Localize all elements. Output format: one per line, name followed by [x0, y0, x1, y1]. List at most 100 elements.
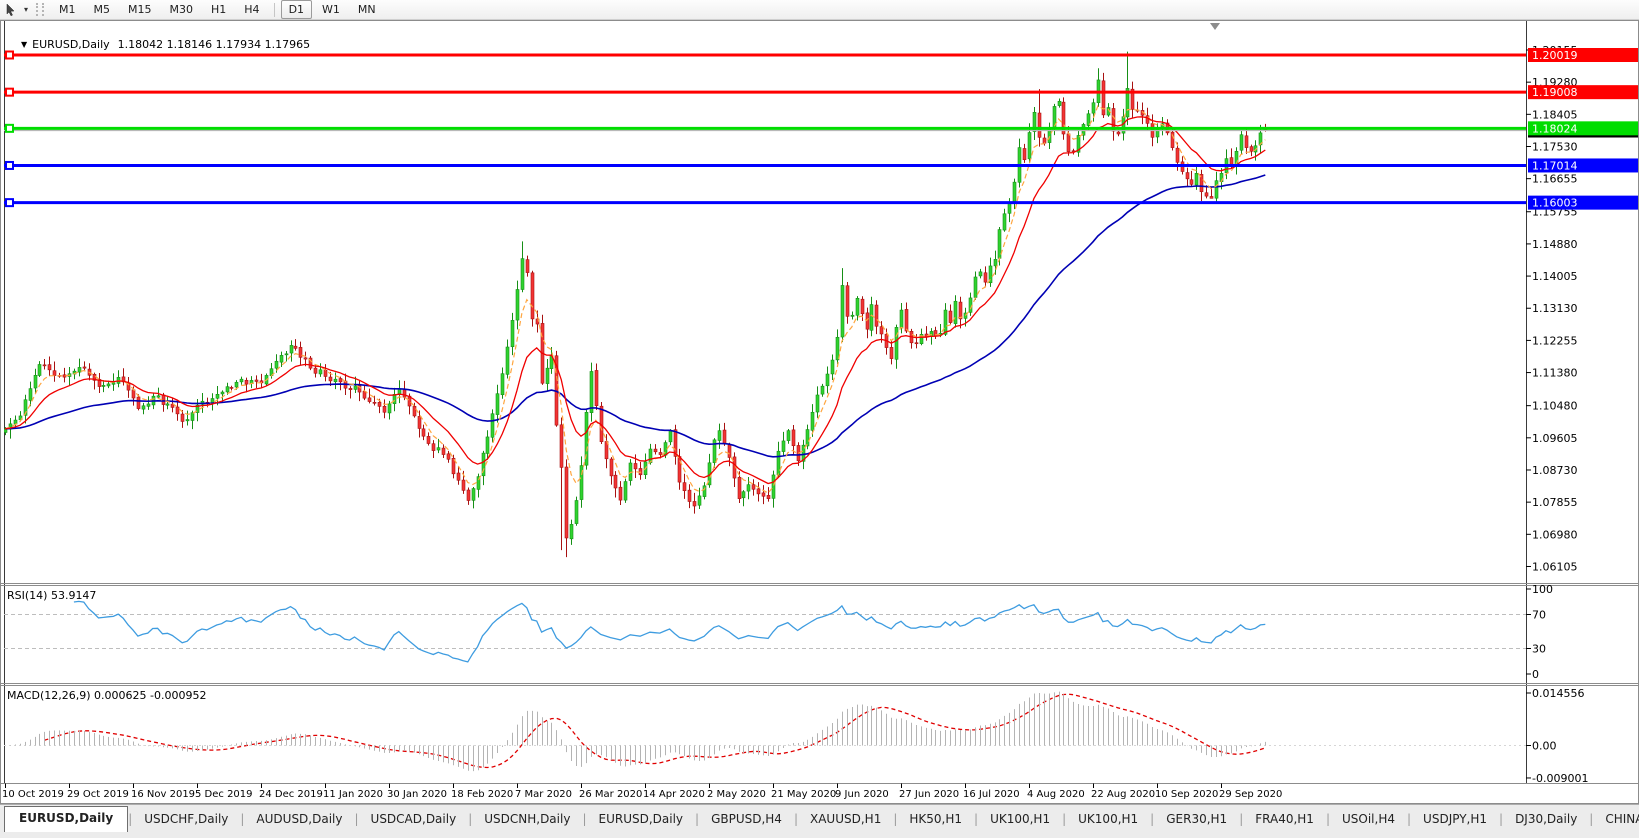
svg-text:1.20019: 1.20019 [1532, 49, 1578, 62]
svg-text:16 Jul 2020: 16 Jul 2020 [963, 789, 1020, 800]
level-handle-1.19008 [5, 87, 14, 97]
svg-text:1.17014: 1.17014 [1532, 159, 1578, 172]
tab-hk50-h1[interactable]: HK50,H1 [909, 812, 963, 826]
timeframe-button-m15[interactable]: M15 [128, 3, 152, 16]
ma-mid-line [4, 116, 1266, 485]
horizontal-level-lines[interactable] [4, 50, 1526, 208]
tab-separator: | [582, 812, 587, 826]
svg-text:1.07855: 1.07855 [1532, 496, 1578, 509]
level-handle-1.20019 [5, 50, 14, 60]
timeframe-button-d1[interactable]: D1 [280, 0, 313, 19]
svg-text:1.17530: 1.17530 [1532, 140, 1578, 153]
tab-china300-h1[interactable]: CHINA300,H1 [1605, 812, 1639, 826]
tab-ger30-h1[interactable]: GER30,H1 [1166, 812, 1228, 826]
level-handle-1.16003 [5, 198, 14, 208]
svg-text:5 Dec 2019: 5 Dec 2019 [195, 789, 253, 800]
svg-text:18 Feb 2020: 18 Feb 2020 [451, 789, 513, 800]
svg-text:0.014556: 0.014556 [1532, 687, 1585, 700]
chart-canvas[interactable]: 1.201551.192801.184051.175301.166551.157… [0, 20, 1639, 804]
tab-separator: | [240, 812, 245, 826]
svg-text:29 Sep 2020: 29 Sep 2020 [1219, 789, 1282, 800]
svg-text:70: 70 [1532, 609, 1546, 622]
chart-shift-marker-icon [1210, 23, 1220, 30]
svg-text:14 Apr 2020: 14 Apr 2020 [643, 789, 705, 800]
timeframe-button-h4[interactable]: H4 [244, 3, 260, 16]
tab-separator: | [354, 812, 359, 826]
tab-usdchf-daily[interactable]: USDCHF,Daily [144, 812, 229, 826]
price-badge-1.20019 [1528, 47, 1638, 62]
timeframe-buttons: M1 M5 M15 M30 H1 H4 D1 W1 MN [50, 0, 385, 19]
tab-usdcad-daily[interactable]: USDCAD,Daily [370, 812, 457, 826]
tab-gbpusd-h4[interactable]: GBPUSD,H4 [711, 812, 782, 826]
timeframe-button-mn[interactable]: MN [357, 3, 376, 16]
tab-separator: | [1589, 812, 1594, 826]
svg-text:1.14880: 1.14880 [1532, 238, 1578, 251]
tab-uk100-h1[interactable]: UK100,H1 [990, 812, 1051, 826]
toolbar-separator [273, 2, 275, 17]
toolbar: ▾ M1 M5 M15 M30 H1 H4 D1 W1 MN [0, 0, 1639, 20]
tab-eurusd-daily[interactable]: EURUSD,Daily [4, 806, 129, 832]
tab-separator: | [893, 812, 898, 826]
svg-text:100: 100 [1532, 583, 1553, 596]
svg-text:1.12255: 1.12255 [1532, 334, 1578, 347]
chart-tabs-bar: EURUSD,Daily | USDCHF,Daily | AUDUSD,Daily | U… [0, 804, 1639, 832]
cursor-glyph [6, 2, 15, 16]
tab-separator: | [1062, 812, 1067, 826]
timeframe-button-m30[interactable]: M30 [169, 3, 194, 16]
svg-text:11 Jan 2020: 11 Jan 2020 [323, 789, 383, 800]
tab-xauusd-h1[interactable]: XAUUSD,H1 [810, 812, 882, 826]
tab-uk100-h1[interactable]: UK100,H1 [1078, 812, 1139, 826]
timeframe-button-w1[interactable]: W1 [322, 3, 340, 16]
price-axis: 1.201551.192801.184051.175301.166551.157… [1526, 44, 1578, 573]
moving-averages [4, 105, 1266, 494]
svg-text:30: 30 [1532, 643, 1546, 656]
time-axis: 10 Oct 2019 29 Oct 2019 16 Nov 2019 5 Dec 2… [2, 783, 1282, 800]
tab-separator: | [695, 812, 700, 826]
svg-text:26 Mar 2020: 26 Mar 2020 [579, 789, 642, 800]
svg-text:-0.009001: -0.009001 [1532, 772, 1588, 785]
tab-separator: | [1499, 812, 1504, 826]
macd-histogram [10, 691, 1266, 772]
svg-text:24 Dec 2019: 24 Dec 2019 [259, 789, 323, 800]
svg-text:1.16655: 1.16655 [1532, 173, 1578, 186]
tab-fra40-h1[interactable]: FRA40,H1 [1255, 812, 1314, 826]
timeframe-button-h1[interactable]: H1 [211, 3, 227, 16]
tab-usdjpy-h1[interactable]: USDJPY,H1 [1423, 812, 1488, 826]
svg-text:1.13130: 1.13130 [1532, 302, 1578, 315]
ma-fast-line [4, 105, 1266, 494]
tab-usoil-h4[interactable]: USOil,H4 [1342, 812, 1395, 826]
svg-text:10 Oct 2019: 10 Oct 2019 [2, 789, 64, 800]
tab-audusd-daily[interactable]: AUDUSD,Daily [256, 812, 343, 826]
chevron-down-icon[interactable]: ▾ [23, 5, 28, 14]
cursor-tool-icon[interactable] [2, 2, 20, 18]
svg-text:30 Jan 2020: 30 Jan 2020 [387, 789, 447, 800]
price-badge-1.16003 [1528, 195, 1638, 210]
timeframe-button-m5[interactable]: M5 [93, 3, 111, 16]
timeframe-button-m1[interactable]: M1 [59, 3, 76, 16]
svg-text:27 Jun 2020: 27 Jun 2020 [899, 789, 959, 800]
tab-usdcnh-daily[interactable]: USDCNH,Daily [484, 812, 571, 826]
price-badge-1.18024 [1528, 121, 1638, 136]
svg-text:1.06105: 1.06105 [1532, 560, 1578, 573]
svg-text:21 May 2020: 21 May 2020 [771, 789, 836, 800]
macd-pane: 0.014556 0.00 -0.009001 [4, 687, 1588, 785]
svg-text:1.18024: 1.18024 [1532, 122, 1578, 135]
tab-eurusd-daily[interactable]: EURUSD,Daily [598, 812, 684, 826]
tab-separator: | [974, 812, 979, 826]
svg-text:7 Mar 2020: 7 Mar 2020 [515, 789, 572, 800]
tab-separator: | [1325, 812, 1330, 826]
svg-text:1.11380: 1.11380 [1532, 367, 1578, 380]
svg-text:9 Jun 2020: 9 Jun 2020 [835, 789, 889, 800]
svg-text:16 Nov 2019: 16 Nov 2019 [131, 789, 195, 800]
price-badge-1.17014 [1528, 158, 1638, 173]
svg-text:4 Aug 2020: 4 Aug 2020 [1027, 789, 1085, 800]
svg-text:22 Aug 2020: 22 Aug 2020 [1091, 789, 1155, 800]
tab-separator: | [1407, 812, 1412, 826]
svg-text:1.08730: 1.08730 [1532, 464, 1578, 477]
svg-text:1.06980: 1.06980 [1532, 528, 1578, 541]
level-handle-1.17014 [5, 160, 14, 170]
bottom-strip [0, 832, 1639, 838]
svg-text:1.19008: 1.19008 [1532, 86, 1578, 99]
tab-dj30-daily[interactable]: DJ30,Daily [1515, 812, 1578, 826]
